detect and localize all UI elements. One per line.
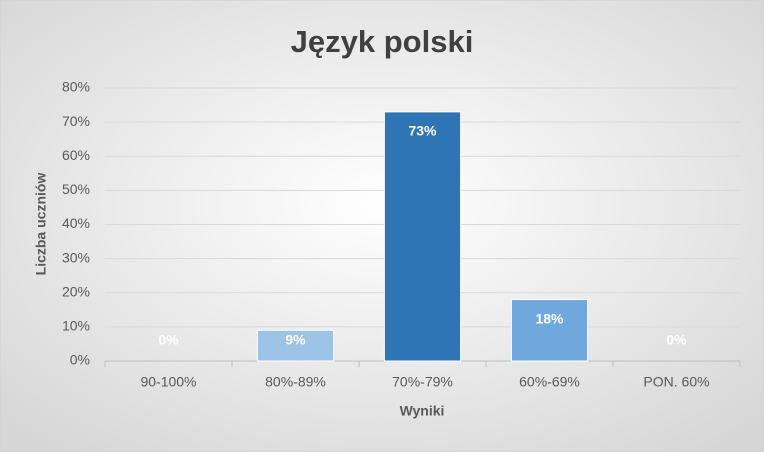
y-tick-label: 30%	[62, 249, 90, 265]
chart-title: Język polski	[291, 24, 474, 59]
y-tick-label: 70%	[62, 113, 90, 129]
y-tick-label: 60%	[62, 147, 90, 163]
x-tick-label: 90-100%	[140, 374, 196, 390]
y-tick-label: 20%	[62, 283, 90, 299]
y-tick-label: 40%	[62, 215, 90, 231]
x-tick-label: PON. 60%	[643, 374, 709, 390]
value-label: 18%	[535, 310, 564, 326]
x-tick-label: 70%-79%	[392, 374, 453, 390]
value-label: 73%	[408, 123, 437, 139]
y-tick-label: 0%	[70, 352, 90, 368]
y-axis-title: Liczba uczniów	[33, 173, 49, 276]
y-tick-label: 80%	[62, 79, 90, 95]
bar	[510, 299, 589, 362]
y-tick-label: 10%	[62, 318, 90, 334]
y-tick-label: 50%	[62, 181, 90, 197]
bar	[383, 111, 462, 362]
value-label: 9%	[285, 332, 306, 348]
value-label: 0%	[158, 332, 179, 348]
bar	[256, 329, 335, 362]
x-tick-label: 80%-89%	[265, 374, 326, 390]
value-label: 0%	[666, 332, 687, 348]
x-tick-label: 60%-69%	[519, 374, 580, 390]
x-axis-title: Wyniki	[400, 403, 445, 419]
